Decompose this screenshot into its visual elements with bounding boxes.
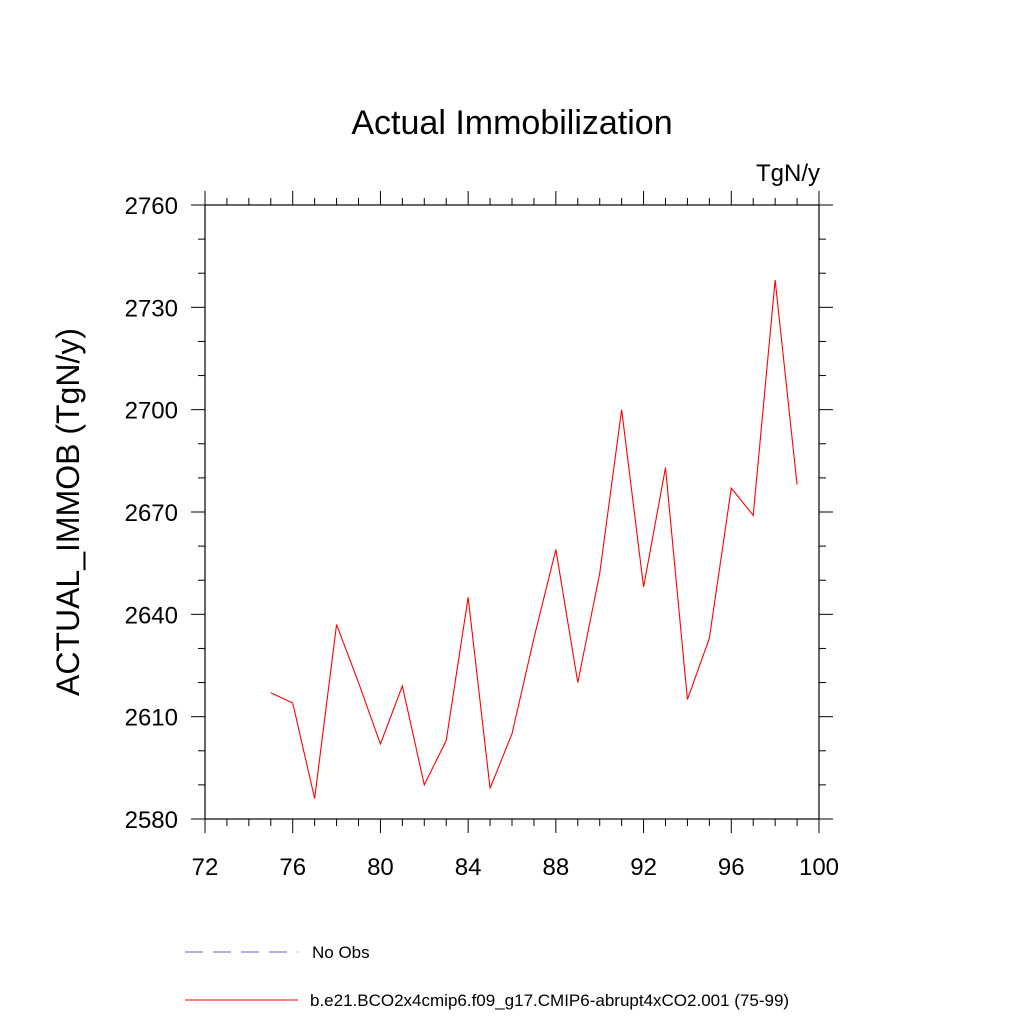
y-tick-label: 2760 <box>125 193 178 220</box>
legend-label-0: No Obs <box>312 943 370 962</box>
y-tick-label: 2700 <box>125 398 178 425</box>
legend-label-1: b.e21.BCO2x4cmip6.f09_g17.CMIP6-abrupt4x… <box>310 991 789 1010</box>
x-tick-label: 96 <box>718 854 745 881</box>
axis-ticks: 72 76 80 84 88 92 96 100 2580 2610 2640 2670 2700 273… <box>125 191 839 881</box>
series-line-0 <box>270 279 798 799</box>
x-tick-label: 92 <box>630 854 657 881</box>
series-layer <box>270 279 798 799</box>
y-tick-label: 2730 <box>125 295 178 322</box>
y-tick-label: 2670 <box>125 500 178 527</box>
plot-frame <box>204 204 820 820</box>
chart-title: Actual Immobilization <box>351 104 672 142</box>
x-tick-label: 88 <box>543 854 570 881</box>
units-label: TgN/y <box>756 160 820 187</box>
x-tick-label: 84 <box>455 854 482 881</box>
x-tick-label: 80 <box>367 854 394 881</box>
legend: No Obs b.e21.BCO2x4cmip6.f09_g17.CMIP6-ab… <box>185 943 789 1010</box>
y-tick-label: 2610 <box>125 705 178 732</box>
x-tick-label: 76 <box>279 854 306 881</box>
x-tick-label: 72 <box>192 854 219 881</box>
y-tick-label: 2580 <box>125 807 178 834</box>
y-tick-label: 2640 <box>125 602 178 629</box>
y-axis-label: ACTUAL_IMMOB (TgN/y) <box>50 328 86 696</box>
x-tick-label: 100 <box>799 854 839 881</box>
